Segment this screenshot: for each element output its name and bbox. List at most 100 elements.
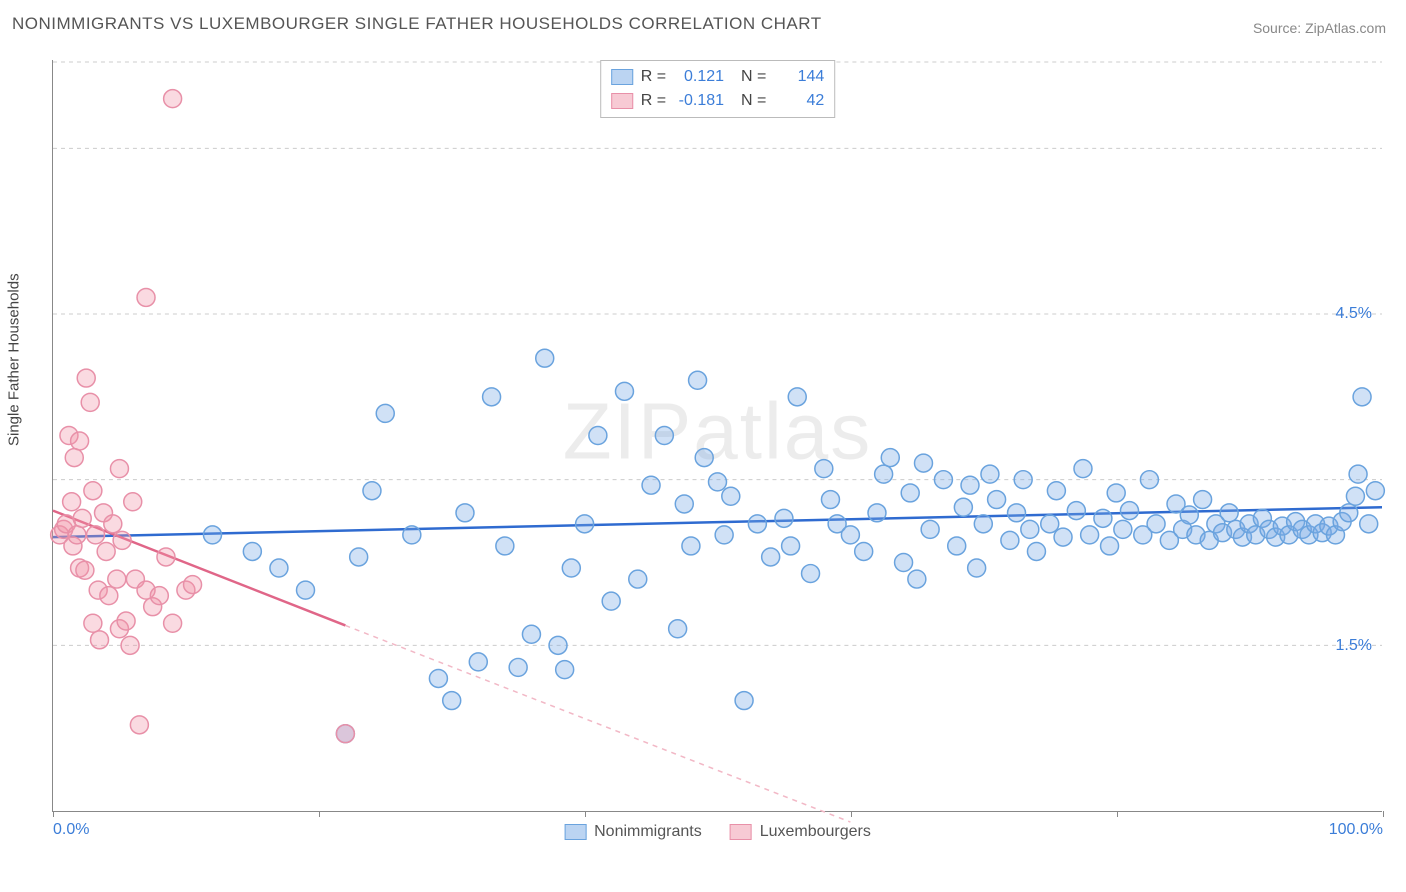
n-label: N = [732, 89, 766, 113]
data-point [100, 587, 118, 605]
data-point [615, 382, 633, 400]
data-point [921, 520, 939, 538]
data-point [150, 587, 168, 605]
data-point [762, 548, 780, 566]
data-point [1360, 515, 1378, 533]
data-point [121, 636, 139, 654]
data-point [1067, 502, 1085, 520]
data-point [875, 465, 893, 483]
data-point [948, 537, 966, 555]
data-point [968, 559, 986, 577]
data-point [1180, 506, 1198, 524]
x-tick [319, 811, 320, 817]
r-label: R = [641, 65, 666, 89]
data-point [65, 449, 83, 467]
data-point [669, 620, 687, 638]
data-point [429, 669, 447, 687]
data-point [775, 509, 793, 527]
data-point [1346, 487, 1364, 505]
data-point [748, 515, 766, 533]
data-point [203, 526, 221, 544]
data-point [589, 427, 607, 445]
data-point [815, 460, 833, 478]
data-point [164, 614, 182, 632]
data-point [722, 487, 740, 505]
legend-label: Luxembourgers [760, 823, 871, 841]
x-tick [585, 811, 586, 817]
data-point [336, 725, 354, 743]
legend-item: Nonimmigrants [564, 823, 702, 841]
data-point [81, 393, 99, 411]
data-point [788, 388, 806, 406]
data-point [895, 554, 913, 572]
data-point [77, 369, 95, 387]
data-point [868, 504, 886, 522]
x-tick-label: 100.0% [1329, 821, 1383, 839]
stats-row: R =-0.181 N =42 [611, 89, 825, 113]
data-point [549, 636, 567, 654]
y-tick-label: 1.5% [1336, 637, 1372, 655]
data-point [655, 427, 673, 445]
n-label: N = [732, 65, 766, 89]
data-point [1220, 504, 1238, 522]
data-point [496, 537, 514, 555]
data-point [1101, 537, 1119, 555]
data-point [456, 504, 474, 522]
data-point [403, 526, 421, 544]
data-point [1140, 471, 1158, 489]
data-point [1081, 526, 1099, 544]
data-point [954, 498, 972, 516]
data-point [556, 661, 574, 679]
data-point [1014, 471, 1032, 489]
data-point [536, 349, 554, 367]
data-point [934, 471, 952, 489]
data-point [164, 90, 182, 108]
series-swatch [611, 93, 633, 109]
data-point [841, 526, 859, 544]
data-point [97, 542, 115, 560]
data-point [363, 482, 381, 500]
data-point [84, 482, 102, 500]
data-point [184, 576, 202, 594]
data-point [91, 631, 109, 649]
data-point [469, 653, 487, 671]
data-point [1074, 460, 1092, 478]
data-point [689, 371, 707, 389]
data-point [509, 658, 527, 676]
data-point [682, 537, 700, 555]
n-value: 144 [774, 65, 824, 89]
data-point [709, 473, 727, 491]
legend-label: Nonimmigrants [594, 823, 702, 841]
chart-svg [53, 60, 1382, 811]
x-tick [53, 811, 54, 817]
data-point [350, 548, 368, 566]
data-point [110, 460, 128, 478]
data-point [1107, 484, 1125, 502]
n-value: 42 [774, 89, 824, 113]
legend: Nonimmigrants Luxembourgers [564, 823, 871, 841]
data-point [243, 542, 261, 560]
data-point [73, 509, 91, 527]
y-axis-label: Single Father Households [6, 273, 23, 446]
plot-area: ZIPatlas R =0.121 N =144R =-0.181 N =42 … [52, 60, 1382, 812]
data-point [130, 716, 148, 734]
series-swatch [611, 69, 633, 85]
x-tick-label: 0.0% [53, 821, 89, 839]
data-point [715, 526, 733, 544]
data-point [642, 476, 660, 494]
r-value: 0.121 [674, 65, 724, 89]
legend-item: Luxembourgers [730, 823, 871, 841]
data-point [376, 404, 394, 422]
data-point [821, 491, 839, 509]
data-point [908, 570, 926, 588]
data-point [562, 559, 580, 577]
x-tick [851, 811, 852, 817]
data-point [855, 542, 873, 560]
data-point [1366, 482, 1384, 500]
data-point [124, 493, 142, 511]
data-point [76, 561, 94, 579]
legend-swatch [564, 824, 586, 840]
data-point [802, 565, 820, 583]
data-point [695, 449, 713, 467]
data-point [113, 531, 131, 549]
